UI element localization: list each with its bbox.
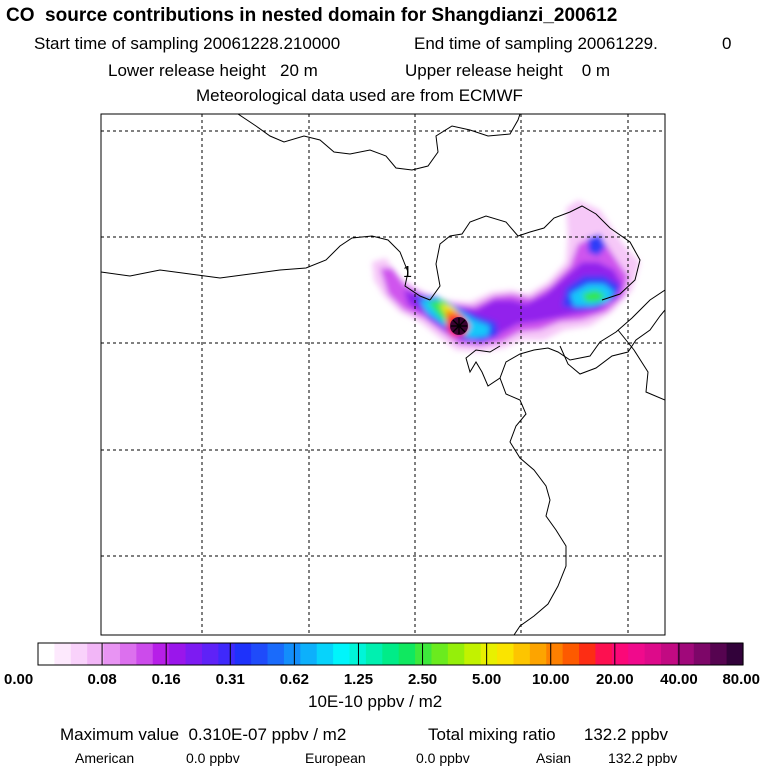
colorbar-swatch [447,643,465,665]
colorbar-swatch [38,643,55,665]
colorbar-tick-label: 10.00 [532,671,570,688]
colorbar-swatch [169,643,187,665]
map-title: CO source contributions in nested domain… [6,5,618,26]
colorbar [38,643,744,665]
upper-release-label: Upper release height 0 m [405,61,611,80]
colorbar-swatch [218,643,236,665]
map-borders [101,114,665,635]
start-sampling-label: Start time of sampling 20061228.210000 [34,34,341,53]
colorbar-tick-label: 5.00 [472,671,501,688]
coastline-peninsula [559,309,665,375]
colorbar-swatch [136,643,154,665]
map-frame [100,113,666,636]
colorbar-tick-label: 80.00 [722,671,760,688]
receptor-label: 1 [403,264,412,281]
colorbar-tick-label: 0.00 [4,671,33,688]
region-american-name: American [75,750,135,766]
coastline-east [465,289,665,387]
colorbar-swatch [546,643,564,665]
colorbar-swatch [726,643,744,665]
colorbar-tick-label: 40.00 [660,671,698,688]
colorbar-swatch [54,643,72,665]
end-sampling-suffix: 0 [722,34,732,53]
colorbar-swatch [267,643,285,665]
colorbar-swatch [234,643,252,665]
colorbar-swatch [579,643,597,665]
colorbar-swatch [152,643,170,665]
region-asian-name: Asian [536,750,572,766]
map-grid [101,114,665,635]
colorbar-frame [37,642,744,666]
colorbar-tick-label: 2.50 [408,671,437,688]
colorbar-swatch [595,643,613,665]
colorbar-tick-label: 0.08 [87,671,116,688]
meteo-source-label: Meteorological data used are from ECMWF [196,86,523,105]
colorbar-swatch [464,643,482,665]
colorbar-swatch [398,643,416,665]
colorbar-tick-label: 0.62 [280,671,309,688]
colorbar-swatch [497,643,515,665]
region-european-value: 0.0 ppbv [416,750,470,766]
colorbar-swatch [87,643,105,665]
lower-release-label: Lower release height 20 m [108,61,318,80]
coastline-south [499,377,567,635]
concentration-plume [372,200,640,352]
colorbar-swatch [628,643,646,665]
plume-contour-green [428,290,606,326]
colorbar-swatch [677,643,695,665]
maximum-value-label: Maximum value 0.310E-07 ppbv / m2 [60,725,347,744]
colorbar-swatch [382,643,400,665]
region-european-name: European [305,750,366,766]
border-line-east [617,329,665,401]
colorbar-swatch [513,643,531,665]
colorbar-swatch [529,643,547,665]
colorbar-swatch [119,643,137,665]
colorbar-swatch [333,643,351,665]
border-line-northwest [237,114,521,171]
colorbar-swatch [693,643,711,665]
colorbar-swatch [415,643,433,665]
colorbar-swatch [283,643,301,665]
colorbar-swatch [562,643,580,665]
colorbar-swatch [103,643,121,665]
colorbar-tick-label: 0.31 [216,671,245,688]
colorbar-swatch [480,643,498,665]
colorbar-swatch [201,643,219,665]
colorbar-unit: 10E-10 ppbv / m2 [308,692,443,711]
total-mixing-label: Total mixing ratio 132.2 ppbv [428,725,669,744]
colorbar-swatch [365,643,383,665]
colorbar-swatch [611,643,629,665]
colorbar-swatch [431,643,449,665]
receptor-marker [451,318,467,334]
colorbar-swatch [185,643,203,665]
colorbar-tick-label: 1.25 [344,671,373,688]
end-sampling-label: End time of sampling 20061229. [414,34,658,53]
colorbar-swatch [316,643,334,665]
border-line-mid [429,205,641,301]
colorbar-swatch [710,643,728,665]
colorbar-tick-label: 20.00 [596,671,634,688]
colorbar-tick-labels: 0.00 0.08 0.16 0.31 0.62 1.25 2.50 5.00 10.00 20.… [4,671,760,688]
region-asian-value: 132.2 ppbv [608,750,678,766]
map-content [101,114,665,635]
colorbar-tick-label: 0.16 [152,671,181,688]
colorbar-swatch [644,643,662,665]
colorbar-swatch [251,643,269,665]
border-line-north [101,235,431,301]
colorbar-swatch [70,643,88,665]
region-american-value: 0.0 ppbv [186,750,240,766]
colorbar-swatch [661,643,679,665]
colorbar-swatch [300,643,318,665]
